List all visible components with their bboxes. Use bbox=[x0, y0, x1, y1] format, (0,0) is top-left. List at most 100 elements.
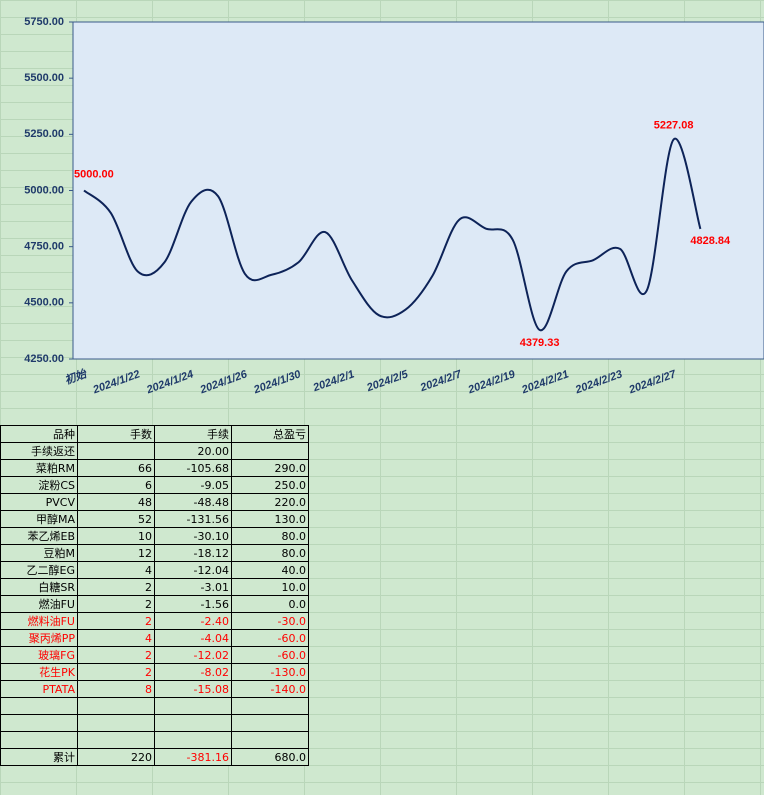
cell: -12.02 bbox=[154, 646, 232, 664]
cell: -2.40 bbox=[154, 612, 232, 630]
cell: 48 bbox=[77, 493, 155, 511]
x-tick-label: 2024/2/23 bbox=[573, 368, 624, 396]
table-row: 苯乙烯EB 10 -30.10 80.0 bbox=[0, 527, 309, 545]
cell: -60.0 bbox=[231, 629, 309, 647]
cell: -18.12 bbox=[154, 544, 232, 562]
table-row: 燃油FU 2 -1.56 0.0 bbox=[0, 595, 309, 613]
cell: 220.0 bbox=[231, 493, 309, 511]
cell: 2 bbox=[77, 612, 155, 630]
x-tick-label: 2024/2/5 bbox=[364, 368, 410, 395]
y-tick-label: 5500.00 bbox=[24, 72, 64, 84]
cell: 80.0 bbox=[231, 527, 309, 545]
cell: 豆粕M bbox=[0, 544, 78, 562]
blank-row bbox=[0, 714, 309, 732]
x-tick-label: 2024/1/30 bbox=[251, 368, 303, 397]
table-row: 花生PK 2 -8.02 -130.0 bbox=[0, 663, 309, 681]
table-row: PVCV 48 -48.48 220.0 bbox=[0, 493, 309, 511]
cell: -130.0 bbox=[231, 663, 309, 681]
x-tick-label: 2024/1/24 bbox=[144, 368, 195, 396]
data-label: 5227.08 bbox=[654, 119, 694, 131]
cell: -131.56 bbox=[154, 510, 232, 528]
header-cell: 总盈亏 bbox=[231, 425, 309, 443]
header-cell: 品种 bbox=[0, 425, 78, 443]
y-tick-label: 5250.00 bbox=[24, 128, 64, 140]
plot-area bbox=[72, 21, 764, 360]
x-tick-label: 2024/2/7 bbox=[418, 368, 464, 395]
cell: 290.0 bbox=[231, 459, 309, 477]
cell: PTATA bbox=[0, 680, 78, 698]
table-row: 豆粕M 12 -18.12 80.0 bbox=[0, 544, 309, 562]
cell: -4.04 bbox=[154, 629, 232, 647]
cell: -8.02 bbox=[154, 663, 232, 681]
x-tick-label: 2024/1/26 bbox=[198, 368, 250, 397]
cell: 手续返还 bbox=[0, 442, 78, 460]
cell: 玻璃FG bbox=[0, 646, 78, 664]
cell: 130.0 bbox=[231, 510, 309, 528]
cell: 4 bbox=[77, 561, 155, 579]
cell: 白糖SR bbox=[0, 578, 78, 596]
data-label: 5000.00 bbox=[74, 168, 114, 180]
cell: 聚丙烯PP bbox=[0, 629, 78, 647]
cell: 250.0 bbox=[231, 476, 309, 494]
cell: 2 bbox=[77, 595, 155, 613]
cell: PVCV bbox=[0, 493, 78, 511]
cell: 12 bbox=[77, 544, 155, 562]
cell: 2 bbox=[77, 663, 155, 681]
y-tick-label: 4750.00 bbox=[24, 241, 64, 253]
cell: 80.0 bbox=[231, 544, 309, 562]
cell: 0.0 bbox=[231, 595, 309, 613]
total-row: 累计 220 -381.16 680.0 bbox=[0, 748, 309, 766]
cell: 220 bbox=[77, 748, 155, 766]
cell: 苯乙烯EB bbox=[0, 527, 78, 545]
y-tick-label: 5000.00 bbox=[24, 184, 64, 196]
table-row: 聚丙烯PP 4 -4.04 -60.0 bbox=[0, 629, 309, 647]
header-cell: 手数 bbox=[77, 425, 155, 443]
x-tick-label: 2024/2/1 bbox=[311, 368, 356, 394]
cell: -381.16 bbox=[154, 748, 232, 766]
cell: 4 bbox=[77, 629, 155, 647]
table-row: 甲醇MA 52 -131.56 130.0 bbox=[0, 510, 309, 528]
cell: 10 bbox=[77, 527, 155, 545]
table-row: PTATA 8 -15.08 -140.0 bbox=[0, 680, 309, 698]
cell: 燃油FU bbox=[0, 595, 78, 613]
cell: 680.0 bbox=[231, 748, 309, 766]
cell: -9.05 bbox=[154, 476, 232, 494]
data-label: 4828.84 bbox=[690, 235, 731, 247]
cell: 40.0 bbox=[231, 561, 309, 579]
blank-row bbox=[0, 731, 309, 749]
cell: -105.68 bbox=[154, 459, 232, 477]
cell: 乙二醇EG bbox=[0, 561, 78, 579]
cell: -48.48 bbox=[154, 493, 232, 511]
table-row: 玻璃FG 2 -12.02 -60.0 bbox=[0, 646, 309, 664]
data-label: 4379.33 bbox=[520, 337, 560, 349]
blank-row bbox=[0, 697, 309, 715]
x-tick-label: 2024/1/22 bbox=[91, 368, 142, 396]
cell bbox=[231, 442, 309, 460]
table-row: 手续返还 20.00 bbox=[0, 442, 309, 460]
cell: 燃料油FU bbox=[0, 612, 78, 630]
table-row: 菜粕RM 66 -105.68 290.0 bbox=[0, 459, 309, 477]
cell: 累计 bbox=[0, 748, 78, 766]
table-row: 乙二醇EG 4 -12.04 40.0 bbox=[0, 561, 309, 579]
table-row: 淀粉CS 6 -9.05 250.0 bbox=[0, 476, 309, 494]
cell: 2 bbox=[77, 578, 155, 596]
cell: -12.04 bbox=[154, 561, 232, 579]
x-tick-label: 2024/2/27 bbox=[627, 368, 679, 397]
cell: -3.01 bbox=[154, 578, 232, 596]
data-table: 品种 手数 手续 总盈亏 手续返还 20.00 菜粕RM 66 -105.68 290.0… bbox=[0, 425, 309, 766]
x-tick-label: 2024/2/19 bbox=[466, 368, 518, 397]
cell: -1.56 bbox=[154, 595, 232, 613]
header-cell: 手续 bbox=[154, 425, 232, 443]
cell: 花生PK bbox=[0, 663, 78, 681]
cell: -30.0 bbox=[231, 612, 309, 630]
chart: 4250.00 4500.00 4750.00 5000.00 5250.00 5500.… bbox=[24, 16, 764, 397]
y-tick-label: 4250.00 bbox=[24, 353, 64, 365]
cell: 6 bbox=[77, 476, 155, 494]
table-row: 白糖SR 2 -3.01 10.0 bbox=[0, 578, 309, 596]
cell: 66 bbox=[77, 459, 155, 477]
cell: 52 bbox=[77, 510, 155, 528]
line-series bbox=[83, 137, 702, 331]
x-tick-label: 初始 bbox=[63, 367, 90, 387]
cell: 淀粉CS bbox=[0, 476, 78, 494]
